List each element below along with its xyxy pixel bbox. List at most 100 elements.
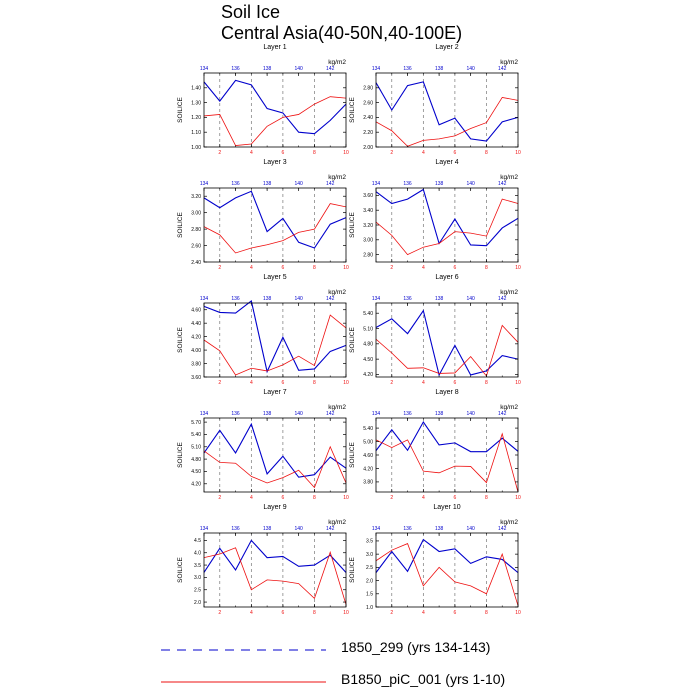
top-tick-label: 134 [200,181,209,187]
y-tick-label: 4.60 [191,308,201,314]
top-tick-label: 134 [372,181,381,187]
y-axis-label: SOILICE [349,212,356,238]
bottom-tick-label: 8 [313,380,316,386]
y-tick-label: 3.0 [366,552,373,558]
panel-frame [203,72,347,148]
bottom-tick-label: 8 [313,265,316,271]
bottom-tick-label: 10 [515,610,521,616]
y-tick-label: 1.00 [191,145,201,151]
y-tick-label: 2.0 [194,600,201,606]
y-tick-label: 1.10 [191,130,201,136]
series-line-1850-299 [375,309,519,377]
top-tick-label: 138 [263,296,272,302]
figure-subtitle: Central Asia(40-50N,40-100E) [221,23,463,43]
bottom-tick-label: 6 [281,610,284,616]
panel-title: Layer 4 [435,159,458,166]
bottom-tick-label: 6 [281,380,284,386]
units-label: kg/m2 [500,289,518,296]
bottom-tick-label: 4 [250,150,253,156]
bottom-tick-label: 8 [313,150,316,156]
figure-title-block: Soil Ice Central Asia(40-50N,40-100E) [221,2,462,44]
bottom-tick-label: 2 [390,495,393,501]
series-line-1850-299 [375,421,519,453]
panel-title: Layer 1 [263,44,286,51]
series-line-1850-299 [203,79,347,135]
y-axis-label: SOILICE [177,212,184,238]
y-tick-label: 2.00 [363,145,373,151]
legend [161,649,326,683]
top-tick-label: 136 [231,181,240,187]
bottom-tick-label: 10 [515,265,521,271]
bottom-tick-label: 4 [422,380,425,386]
top-tick-label: 134 [372,526,381,532]
legend-label-series-b: B1850_piC_001 (yrs 1-10) [341,671,506,687]
series-line-b1850-pic [375,432,519,493]
y-tick-label: 5.00 [363,439,373,445]
y-tick-label: 5.70 [191,420,201,426]
y-tick-label: 3.80 [363,480,373,486]
y-tick-label: 2.40 [363,115,373,121]
top-tick-label: 142 [326,181,335,187]
y-axis-label: SOILICE [349,97,356,123]
panel-frame [375,532,519,608]
top-tick-label: 138 [435,526,444,532]
y-axis-label: SOILICE [177,327,184,353]
top-tick-label: 138 [263,526,272,532]
top-tick-label: 142 [498,66,507,72]
top-tick-label: 138 [263,66,272,72]
bottom-tick-label: 2 [390,380,393,386]
y-tick-label: 3.40 [363,208,373,214]
bottom-tick-label: 4 [250,380,253,386]
units-label: kg/m2 [500,404,518,411]
top-tick-label: 134 [372,66,381,72]
bottom-tick-label: 6 [453,610,456,616]
y-tick-label: 1.5 [366,592,373,598]
units-label: kg/m2 [328,519,346,526]
panel-title: Layer 10 [433,504,460,511]
top-tick-label: 136 [403,181,412,187]
panel-title: Layer 6 [435,274,458,281]
top-tick-label: 140 [466,296,475,302]
top-tick-label: 142 [498,296,507,302]
y-tick-label: 5.40 [363,311,373,317]
y-tick-label: 2.60 [191,243,201,249]
y-tick-label: 3.60 [363,193,373,199]
top-tick-label: 140 [294,411,303,417]
top-tick-label: 136 [403,66,412,72]
bottom-tick-label: 6 [453,495,456,501]
legend-label-series-a: 1850_299 (yrs 134-143) [341,639,491,655]
series-line-1850-299 [375,81,519,142]
series-line-1850-299 [375,538,519,574]
bottom-tick-label: 10 [343,380,349,386]
y-tick-label: 5.40 [363,426,373,432]
units-label: kg/m2 [328,174,346,181]
panel-layer-9: Layer 9 kg/m2 SOILICE 2 4 6 8 10 134 136 138 140 142… [177,504,349,616]
bottom-tick-label: 2 [218,380,221,386]
top-tick-label: 136 [231,526,240,532]
series-line-b1850-pic [203,314,347,376]
top-tick-label: 142 [498,181,507,187]
top-tick-label: 140 [466,411,475,417]
top-tick-label: 134 [200,66,209,72]
series-line-b1850-pic [375,543,519,606]
bottom-tick-label: 2 [390,265,393,271]
top-tick-label: 134 [200,526,209,532]
series-line-b1850-pic [203,445,347,489]
panel-frame [375,187,519,263]
top-tick-label: 138 [263,181,272,187]
top-tick-label: 142 [326,411,335,417]
units-label: kg/m2 [500,174,518,181]
top-tick-label: 140 [466,181,475,187]
panel-frame [203,532,347,608]
top-tick-label: 140 [294,181,303,187]
y-tick-label: 4.50 [191,469,201,475]
top-tick-label: 140 [294,296,303,302]
bottom-tick-label: 2 [218,610,221,616]
y-tick-label: 5.10 [363,326,373,332]
panel-layer-5: Layer 5 kg/m2 SOILICE 2 4 6 8 10 134 136 138 140 142… [177,274,349,386]
panel-frame [375,302,519,378]
series-line-1850-299 [375,188,519,247]
y-tick-label: 2.0 [366,578,373,584]
series-line-b1850-pic [203,547,347,605]
